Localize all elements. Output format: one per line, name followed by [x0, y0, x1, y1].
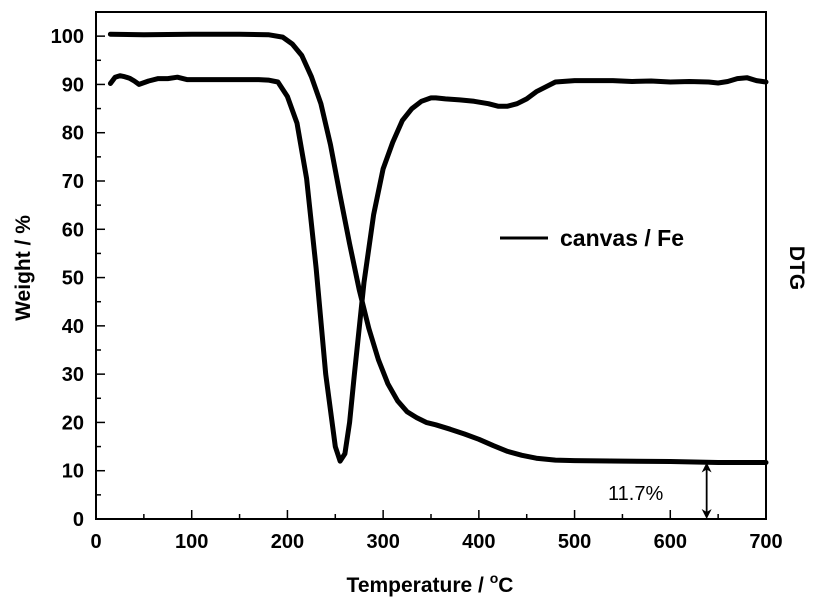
x-tick-label: 500 [558, 531, 591, 553]
y-tick-label: 10 [62, 461, 84, 483]
y-tick-label: 70 [62, 171, 84, 193]
y-axis-right-title: DTG [785, 246, 808, 290]
x-axis-title-super: o [490, 570, 499, 586]
x-tick-label: 100 [175, 531, 208, 553]
legend-label: canvas / Fe [560, 225, 684, 251]
y-tick-label: 60 [62, 219, 84, 241]
x-tick-label: 600 [654, 531, 687, 553]
y-tick-label: 100 [51, 26, 84, 48]
series-line-tg [107, 31, 769, 465]
series-line-dtg [107, 73, 769, 464]
plot-frame [95, 11, 767, 520]
y-axis: 0 10 20 30 40 50 60 70 80 90 100 [51, 26, 105, 531]
y-tick-label: 50 [62, 268, 84, 290]
y-tick-label: 30 [62, 364, 84, 386]
x-tick-label: 200 [271, 531, 304, 553]
x-axis-title: Temperature / oC [347, 570, 514, 597]
annotation-label: 11.7% [608, 483, 663, 505]
x-axis-title-text: Temperature / [347, 574, 490, 597]
x-axis-title-unit: C [498, 574, 513, 597]
x-tick-label: 0 [90, 531, 101, 553]
y-axis-title: Weight / % [12, 215, 35, 321]
x-tick-label: 400 [462, 531, 495, 553]
y-tick-label: 90 [62, 74, 84, 96]
y-tick-label: 20 [62, 412, 84, 434]
x-axis: 0 100 200 300 400 500 600 700 [90, 510, 783, 553]
series-group [107, 31, 769, 465]
y-tick-label: 0 [73, 509, 84, 531]
y-tick-label: 80 [62, 123, 84, 145]
y-tick-label: 40 [62, 316, 84, 338]
x-tick-label: 700 [749, 531, 782, 553]
x-tick-label: 300 [366, 531, 399, 553]
